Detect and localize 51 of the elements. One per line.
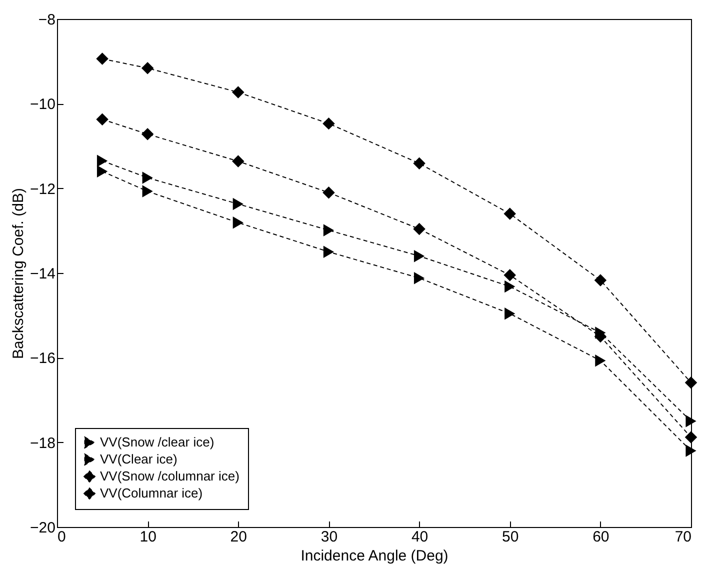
x-tick-label: 70 <box>674 528 692 546</box>
point <box>322 186 335 199</box>
point <box>96 165 108 178</box>
point <box>504 280 516 293</box>
y-tick-label: −20 <box>30 520 56 536</box>
point <box>232 155 244 168</box>
point <box>232 198 244 210</box>
x-tick-label: 10 <box>140 528 156 546</box>
y-tick-label: −16 <box>30 350 56 368</box>
point <box>322 117 335 130</box>
y-tick-label: −18 <box>30 434 56 452</box>
point <box>142 172 153 184</box>
x-tick-label: 20 <box>230 528 247 546</box>
point <box>504 208 516 220</box>
point <box>141 62 154 74</box>
point <box>686 444 696 457</box>
legend-label: VV(Snow /columnar ice) <box>100 468 240 484</box>
x-tick-label: 0 <box>58 528 66 546</box>
point <box>232 86 244 98</box>
legend-label: VV(Columnar ice) <box>100 486 203 500</box>
point <box>504 268 516 282</box>
point <box>142 185 153 198</box>
point <box>686 415 696 428</box>
y-tick-label: −12 <box>30 180 56 198</box>
point <box>323 246 334 258</box>
point <box>684 431 698 444</box>
point <box>594 274 607 286</box>
point <box>96 52 108 65</box>
x-tick-label: 40 <box>411 528 428 546</box>
y-tick-label: −8 <box>38 12 56 28</box>
legend-label: VV(Snow /clear ice) <box>100 434 214 450</box>
x-tick-label: 60 <box>592 528 610 546</box>
y-tick-label: −10 <box>30 96 56 114</box>
point <box>232 216 244 229</box>
point <box>595 354 606 367</box>
point <box>141 128 154 140</box>
point <box>323 224 334 236</box>
x-tick-label: 50 <box>502 528 519 546</box>
legend-label: VV(Clear ice) <box>100 452 178 466</box>
point <box>414 250 425 262</box>
point <box>413 157 426 170</box>
x-axis-title: Incidence Angle (Deg) <box>300 548 448 564</box>
point <box>96 113 108 126</box>
point <box>414 272 425 284</box>
y-axis-title: Backscattering Coef. (dB) <box>10 188 28 359</box>
y-tick-label: −14 <box>30 266 56 282</box>
point <box>684 376 698 389</box>
point <box>96 154 108 167</box>
x-tick-label: 30 <box>320 528 338 546</box>
point <box>504 308 516 320</box>
point <box>413 222 426 236</box>
